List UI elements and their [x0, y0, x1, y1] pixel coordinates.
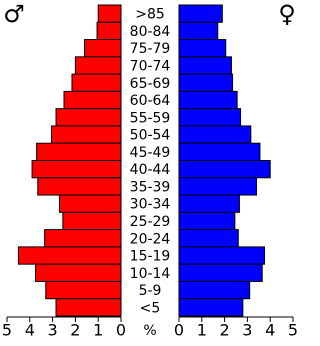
bar — [97, 4, 122, 23]
category-label: 20-24 — [130, 231, 171, 247]
category-label: 25-29 — [130, 214, 171, 230]
legend-symbol: ♀ — [278, 0, 296, 28]
bar — [63, 90, 122, 110]
bar — [178, 73, 234, 92]
bar — [178, 263, 263, 282]
bar — [178, 211, 236, 231]
chart: % ♂5 4 3 2 1 0♀543210>8580-8475-7970-7465-696… — [2, 0, 298, 340]
category-label: 15-19 — [130, 249, 171, 265]
bar — [178, 4, 223, 23]
bar — [62, 211, 122, 231]
bar — [178, 229, 239, 248]
category-label: 80-84 — [130, 24, 171, 40]
category-label: 40-44 — [130, 162, 171, 178]
x-tick-label: 0 — [174, 321, 184, 340]
x-tick-label: 5 — [2, 321, 12, 340]
category-label: 50-54 — [130, 128, 171, 144]
x-tick-label: 2 — [220, 321, 230, 340]
bar — [17, 246, 122, 265]
bar — [178, 246, 265, 265]
category-label: <5 — [140, 300, 161, 316]
bar — [31, 160, 122, 179]
category-label: 60-64 — [130, 93, 171, 109]
bar — [178, 177, 258, 196]
category-label: 35-39 — [130, 179, 171, 195]
x-tick-label: 0 — [116, 321, 126, 340]
category-label: 5-9 — [139, 283, 162, 299]
category-label: 65-69 — [130, 76, 171, 92]
bar — [178, 39, 227, 58]
category-label: 70-74 — [130, 58, 171, 74]
bar — [178, 280, 251, 300]
bar — [178, 108, 242, 127]
bar — [178, 298, 244, 317]
x-tick-label: 4 — [265, 321, 275, 340]
x-tick-label: 1 — [93, 321, 103, 340]
bar — [178, 56, 232, 75]
bar — [71, 73, 122, 92]
x-tick-label: 2 — [70, 321, 80, 340]
bar — [58, 194, 122, 213]
bar — [178, 194, 240, 213]
bar — [178, 125, 252, 144]
x-tick-label: 5 — [288, 321, 298, 340]
category-label: 45-49 — [130, 145, 171, 161]
bar — [178, 160, 271, 179]
bar — [74, 56, 122, 75]
bar — [178, 21, 219, 41]
bar — [55, 298, 122, 317]
bar — [37, 177, 122, 196]
bar — [45, 280, 122, 300]
bar — [178, 142, 261, 162]
bar — [84, 39, 122, 58]
bar — [36, 142, 122, 162]
category-label: 75-79 — [130, 41, 171, 57]
category-label: 10-14 — [130, 266, 171, 282]
category-label: 55-59 — [130, 110, 171, 126]
bar — [50, 125, 122, 144]
x-axis-label: % — [143, 323, 156, 339]
x-tick-label: 3 — [242, 321, 252, 340]
x-tick-label: 4 — [25, 321, 35, 340]
category-label: 30-34 — [130, 197, 171, 213]
bar — [35, 263, 122, 282]
x-tick-label: 1 — [197, 321, 207, 340]
bar — [55, 108, 122, 127]
bar — [44, 229, 122, 248]
x-tick-label: 3 — [48, 321, 58, 340]
category-label: >85 — [135, 7, 165, 23]
legend-symbol: ♂ — [3, 0, 25, 28]
bar — [96, 21, 122, 41]
bar — [178, 90, 238, 110]
